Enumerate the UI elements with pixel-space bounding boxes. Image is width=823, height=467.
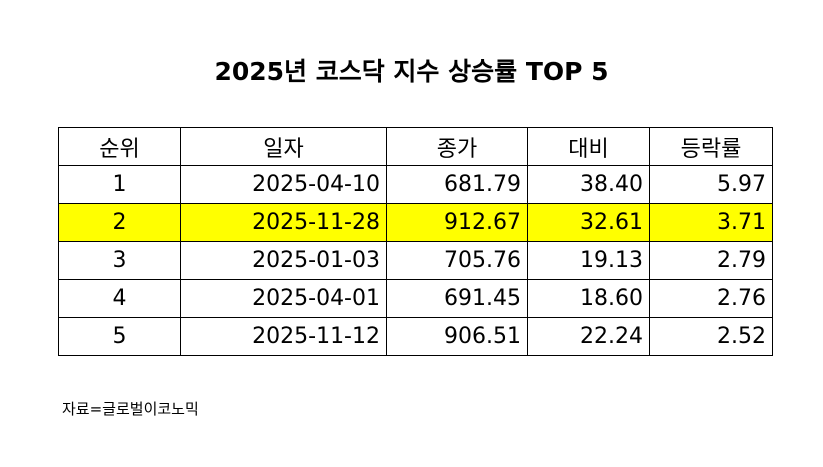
date-cell: 2025-04-01 <box>180 279 387 318</box>
rank-cell: 2 <box>58 203 181 242</box>
header-rank: 순위 <box>58 127 181 166</box>
change-cell: 18.60 <box>527 279 650 318</box>
change-cell: 38.40 <box>527 165 650 204</box>
table-title: 2025년 코스닥 지수 상승률 TOP 5 <box>214 57 609 86</box>
table-row: 3 2025-01-03 705.76 19.13 2.79 <box>58 241 773 280</box>
table-row: 5 2025-11-12 906.51 22.24 2.52 <box>58 317 773 356</box>
table-row: 1 2025-04-10 681.79 38.40 5.97 <box>58 165 773 204</box>
rate-cell: 2.79 <box>649 241 773 280</box>
date-cell: 2025-04-10 <box>180 165 387 204</box>
rank-cell: 5 <box>58 317 181 356</box>
date-cell: 2025-11-12 <box>180 317 387 356</box>
header-rate: 등락률 <box>649 127 773 166</box>
date-cell: 2025-01-03 <box>180 241 387 280</box>
date-cell: 2025-11-28 <box>180 203 387 242</box>
header-change: 대비 <box>527 127 650 166</box>
header-row: 순위 일자 종가 대비 등락률 <box>58 127 773 166</box>
rate-cell: 2.52 <box>649 317 773 356</box>
close-cell: 906.51 <box>386 317 528 356</box>
rate-cell: 2.76 <box>649 279 773 318</box>
close-cell: 691.45 <box>386 279 528 318</box>
close-cell: 681.79 <box>386 165 528 204</box>
header-close: 종가 <box>386 127 528 166</box>
rank-cell: 1 <box>58 165 181 204</box>
kosdaq-top5-table: 순위 일자 종가 대비 등락률 1 2025-04-10 681.79 38.4… <box>58 127 773 356</box>
header-date: 일자 <box>180 127 387 166</box>
close-cell: 912.67 <box>386 203 528 242</box>
change-cell: 22.24 <box>527 317 650 356</box>
rate-cell: 3.71 <box>649 203 773 242</box>
rate-cell: 5.97 <box>649 165 773 204</box>
change-cell: 32.61 <box>527 203 650 242</box>
close-cell: 705.76 <box>386 241 528 280</box>
table-row: 2 2025-11-28 912.67 32.61 3.71 <box>58 203 773 242</box>
rank-cell: 4 <box>58 279 181 318</box>
source-note: 자료=글로벌이코노믹 <box>62 400 199 418</box>
rank-cell: 3 <box>58 241 181 280</box>
change-cell: 19.13 <box>527 241 650 280</box>
table-row: 4 2025-04-01 691.45 18.60 2.76 <box>58 279 773 318</box>
